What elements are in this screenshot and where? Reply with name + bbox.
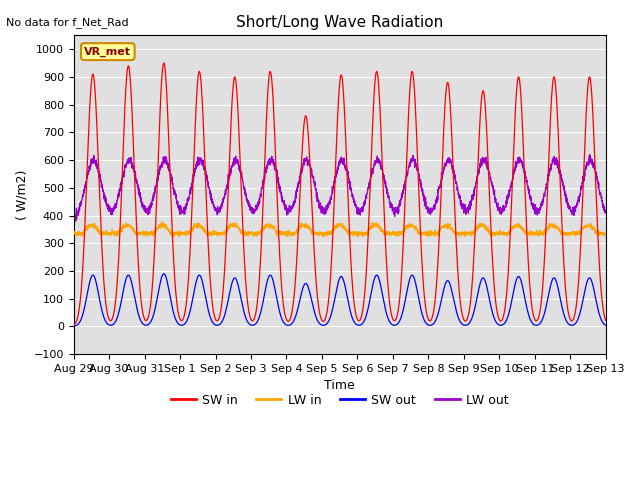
Y-axis label: ( W/m2): ( W/m2) (15, 169, 28, 220)
Text: VR_met: VR_met (84, 47, 131, 57)
X-axis label: Time: Time (324, 379, 355, 393)
Legend: SW in, LW in, SW out, LW out: SW in, LW in, SW out, LW out (166, 389, 514, 412)
Title: Short/Long Wave Radiation: Short/Long Wave Radiation (236, 15, 444, 30)
Text: No data for f_Net_Rad: No data for f_Net_Rad (6, 17, 129, 28)
